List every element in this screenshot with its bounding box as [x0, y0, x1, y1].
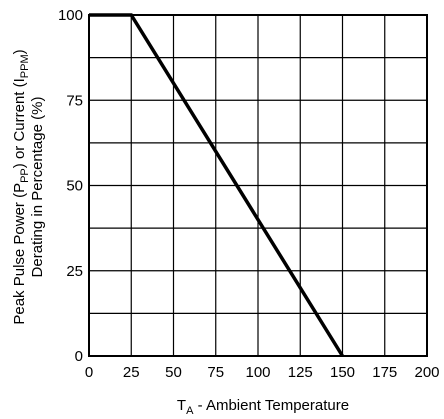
x-tick-label: 200: [414, 364, 439, 381]
plot-frame: [88, 14, 428, 357]
y-axis-title-line1-b: ) or Current (I: [11, 78, 28, 168]
x-tick-label: 50: [165, 364, 182, 381]
x-tick-label: 100: [245, 364, 270, 381]
x-axis-title-sub: A: [186, 405, 194, 417]
x-tick-label: 125: [288, 364, 313, 381]
y-axis-title-line1-sub1: PP: [19, 168, 31, 183]
x-tick-label: 150: [330, 364, 355, 381]
y-tick-label: 50: [66, 178, 83, 195]
y-tick-label: 75: [66, 92, 83, 109]
y-axis-title-line1-a: Peak Pulse Power (P: [11, 183, 28, 325]
x-axis-title-main: T: [177, 397, 186, 414]
y-axis-title: Peak Pulse Power (PPP) or Current (IPPM)…: [11, 49, 46, 324]
y-axis-title-line1-sub2: PPM: [19, 54, 31, 78]
y-tick-label: 100: [58, 7, 83, 24]
y-tick-label: 25: [66, 263, 83, 280]
y-axis-title-line2: Derating in Percentage (%): [29, 97, 46, 278]
x-tick-labels: 0 25 50 75 100 125 150 175 200: [85, 364, 440, 381]
y-tick-label: 0: [75, 348, 83, 365]
x-axis-title: TA - Ambient Temperature: [177, 397, 349, 417]
x-tick-label: 0: [85, 364, 93, 381]
grid-lines: [88, 14, 428, 357]
x-tick-label: 175: [372, 364, 397, 381]
x-tick-label: 25: [123, 364, 140, 381]
derating-line: [89, 13, 344, 357]
svg-text:Peak Pulse Power (PPP) or Curr: Peak Pulse Power (PPP) or Current (IPPM): [11, 49, 31, 324]
y-tick-labels: 0 25 50 75 100: [58, 7, 83, 365]
x-axis-title-rest: - Ambient Temperature: [193, 397, 349, 414]
y-axis-title-line1-c: ): [11, 49, 28, 54]
x-tick-label: 75: [207, 364, 224, 381]
